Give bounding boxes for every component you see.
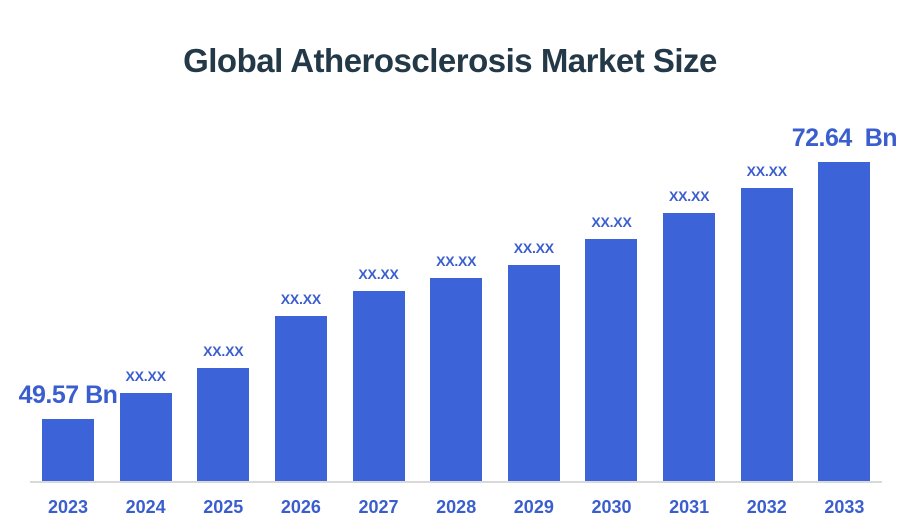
x-tick-2030: 2030 [591,497,632,517]
bar-2026 [274,316,327,482]
x-axis-line [30,481,882,483]
x-tick-2028: 2028 [436,497,477,517]
bar-2023 [42,419,94,482]
x-tick-2026: 2026 [280,497,321,517]
bar-2028 [430,278,483,482]
bar-2031 [663,213,716,482]
x-tick-2024: 2024 [125,497,166,517]
bar-2033 [818,162,871,482]
x-tick-2029: 2029 [513,497,554,517]
bar-2025 [197,368,250,482]
chart-title: Global Atherosclerosis Market Size [183,42,717,80]
value-label-2028: XX.XX [436,253,477,269]
x-tick-2032: 2032 [746,497,787,517]
bar-2032 [740,188,793,482]
value-label-2025: XX.XX [203,343,244,359]
value-label-2024: XX.XX [125,368,166,384]
value-label-2027: XX.XX [358,266,399,282]
x-tick-2027: 2027 [358,497,399,517]
x-tick-2025: 2025 [203,497,244,517]
value-label-2033: 72.64 Bn [791,124,898,152]
x-tick-2023: 2023 [47,497,89,517]
value-label-2026: XX.XX [280,291,322,307]
value-label-2032: XX.XX [746,163,787,179]
bar-2027 [352,291,405,482]
bar-2024 [119,393,172,482]
bar-2029 [507,265,560,482]
value-label-2030: XX.XX [591,214,632,230]
x-tick-2031: 2031 [669,497,710,517]
bar-2030 [585,239,638,482]
value-label-2031: XX.XX [668,188,710,204]
value-label-2029: XX.XX [513,240,554,256]
value-label-2023: 49.57 Bn [18,381,118,409]
x-tick-2033: 2033 [824,497,865,517]
